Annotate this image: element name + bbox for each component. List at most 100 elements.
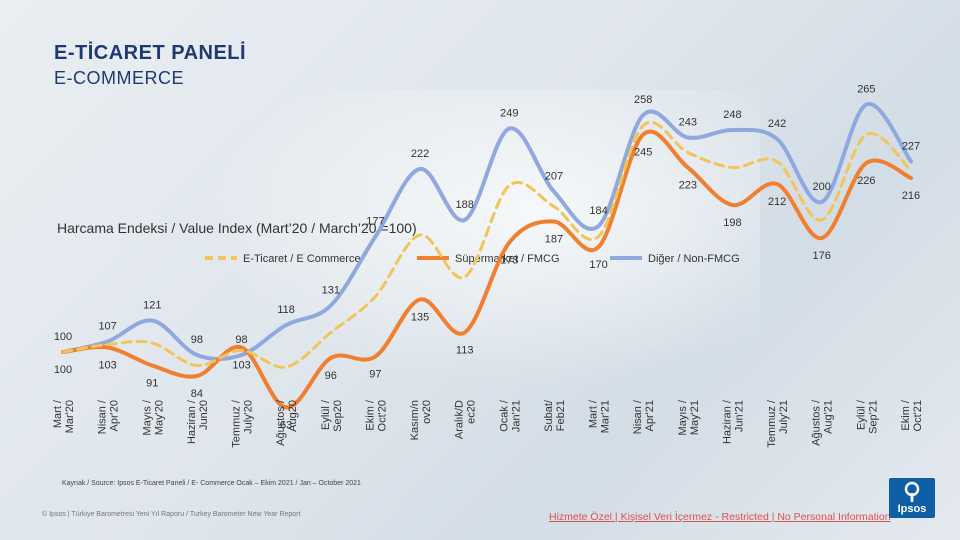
svg-text:Eylül /Sep'21: Eylül /Sep'21 <box>855 399 879 434</box>
svg-text:Kasım/nov20: Kasım/nov20 <box>409 400 433 440</box>
data-label-s2-13: 258 <box>634 94 652 106</box>
x-tick-label-17: Ağustos /Aug'21 <box>811 399 835 446</box>
data-label-s2-14: 243 <box>679 117 697 129</box>
data-label-s1-9: 113 <box>456 345 474 357</box>
data-label-s2-17: 200 <box>813 181 831 193</box>
data-label-s2-3: 98 <box>191 334 203 346</box>
data-label-s1-19: 216 <box>902 190 920 202</box>
svg-text:Ağustos /Aug'21: Ağustos /Aug'21 <box>811 399 835 446</box>
data-label-s2-5: 118 <box>277 304 295 316</box>
data-label-s2-18: 265 <box>857 84 875 96</box>
data-label-s1-5: 63 <box>280 420 292 432</box>
svg-text:Mart /Mar'21: Mart /Mar'21 <box>588 399 612 433</box>
data-label-s1-1: 103 <box>98 360 116 372</box>
x-tick-label-6: Eylül /Sep20 <box>320 399 344 432</box>
data-label-s1-2: 91 <box>146 378 158 390</box>
legend-item-0: E-Ticaret / E Commerce <box>205 253 361 265</box>
data-label-s1-8: 135 <box>411 312 429 324</box>
svg-text:Haziran /Jun20: Haziran /Jun20 <box>186 399 210 444</box>
svg-text:Mayıs /May'21: Mayıs /May'21 <box>677 399 701 435</box>
footer-classification-link[interactable]: Hizmete Özel | Kişisel Veri İçermez - Re… <box>549 511 891 523</box>
data-label-s2-6: 131 <box>322 285 340 297</box>
series-line-0 <box>61 120 913 369</box>
data-label-s1-16: 212 <box>768 196 786 208</box>
data-label-s1-12: 170 <box>589 259 607 271</box>
data-label-s2-0: 100 <box>54 331 72 343</box>
legend-label-2: Diğer / Non-FMCG <box>648 253 740 265</box>
data-label-s2-4: 98 <box>235 334 247 346</box>
data-label-s2-16: 242 <box>768 118 786 130</box>
data-label-s2-7: 177 <box>366 216 384 228</box>
x-tick-label-10: Ocak /Jan'21 <box>498 399 522 432</box>
x-tick-label-8: Kasım/nov20 <box>409 400 433 440</box>
data-label-s1-4: 103 <box>232 360 250 372</box>
legend-item-2: Diğer / Non-FMCG <box>610 253 740 265</box>
svg-text:Ağustos /Aug20: Ağustos /Aug20 <box>275 399 299 446</box>
data-label-s1-6: 96 <box>325 370 337 382</box>
data-label-s1-3: 84 <box>191 388 203 400</box>
page-subtitle: E-COMMERCE <box>54 68 184 88</box>
background-glow <box>200 90 760 390</box>
x-tick-label-19: Ekim /Oct'21 <box>900 399 924 431</box>
x-tick-label-13: Nisan /Apr'21 <box>632 399 656 434</box>
legend-label-1: Süpermarket / FMCG <box>455 253 560 265</box>
x-tick-label-0: Mart /Mar'20 <box>52 399 76 433</box>
x-tick-label-9: Aralık/Dec20 <box>454 400 478 439</box>
x-axis: Mart /Mar'20 Nisan /Apr'20 Mayıs /May'20 Ha… <box>52 399 924 448</box>
data-label-s2-12: 184 <box>589 205 607 217</box>
data-label-s1-18: 226 <box>857 175 875 187</box>
ipsos-logo-text: Ipsos <box>897 503 927 515</box>
svg-text:Ekim /Oct'20: Ekim /Oct'20 <box>364 399 388 431</box>
svg-text:Subat/Feb21: Subat/Feb21 <box>543 399 567 432</box>
data-label-s2-2: 121 <box>143 300 161 312</box>
svg-text:Ocak /Jan'21: Ocak /Jan'21 <box>498 399 522 432</box>
x-tick-label-15: Haziran /Jun'21 <box>721 399 745 444</box>
data-label-s1-13: 245 <box>634 147 652 159</box>
ipsos-logo-mark-icon <box>904 481 920 502</box>
x-tick-label-4: Temmuz /July'20 <box>231 399 255 448</box>
chart-title: Harcama Endeksi / Value Index (Mart’20 /… <box>57 220 417 236</box>
x-tick-label-7: Ekim /Oct'20 <box>364 399 388 431</box>
x-tick-label-12: Mart /Mar'21 <box>588 399 612 433</box>
data-label-s2-15: 248 <box>723 109 741 121</box>
data-label-s2-10: 249 <box>500 108 518 120</box>
data-label-s2-11: 207 <box>545 171 563 183</box>
x-tick-label-14: Mayıs /May'21 <box>677 399 701 435</box>
ipsos-logo: Ipsos <box>889 478 935 518</box>
series-line-2 <box>61 102 913 362</box>
svg-text:Nisan /Apr'20: Nisan /Apr'20 <box>97 399 121 434</box>
chart-lines <box>61 102 913 410</box>
x-tick-label-3: Haziran /Jun20 <box>186 399 210 444</box>
series-line-1 <box>61 129 913 410</box>
data-label-s2-19: 227 <box>902 141 920 153</box>
x-tick-label-16: Temmuz /July'21 <box>766 399 790 448</box>
x-tick-label-11: Subat/Feb21 <box>543 399 567 432</box>
x-tick-label-1: Nisan /Apr'20 <box>97 399 121 434</box>
page-title: E-TİCARET PANELİ <box>54 42 247 64</box>
svg-text:Mayıs /May'20: Mayıs /May'20 <box>141 399 165 435</box>
data-label-s1-7: 97 <box>369 369 381 381</box>
legend-label-0: E-Ticaret / E Commerce <box>243 253 361 265</box>
data-label-s1-14: 223 <box>679 180 697 192</box>
svg-text:Ekim /Oct'21: Ekim /Oct'21 <box>900 399 924 431</box>
x-tick-label-5: Ağustos /Aug20 <box>275 399 299 446</box>
svg-text:Nisan /Apr'21: Nisan /Apr'21 <box>632 399 656 434</box>
svg-text:Haziran /Jun'21: Haziran /Jun'21 <box>721 399 745 444</box>
footer-copyright: © Ipsos | Türkiye Barometresi Yeni Yıl R… <box>42 511 301 518</box>
chart-legend: E-Ticaret / E Commerce Süpermarket / FMCG… <box>205 253 740 265</box>
svg-text:Temmuz /July'21: Temmuz /July'21 <box>766 399 790 448</box>
svg-text:Temmuz /July'20: Temmuz /July'20 <box>231 399 255 448</box>
data-label-s1-11: 187 <box>545 234 563 246</box>
data-label-s2-9: 188 <box>456 199 474 211</box>
x-tick-label-18: Eylül /Sep'21 <box>855 399 879 434</box>
data-label-s1-10: 173 <box>500 255 518 267</box>
data-label-s1-15: 198 <box>723 217 741 229</box>
legend-item-1: Süpermarket / FMCG <box>417 253 560 265</box>
svg-text:Aralık/Dec20: Aralık/Dec20 <box>454 400 478 439</box>
chart-data-labels: 100 107 121 98 98 118 131 177 222 188 249 207 184 258… <box>54 84 920 432</box>
data-label-s2-8: 222 <box>411 148 429 160</box>
data-label-s1-0: 100 <box>54 364 72 376</box>
svg-text:Mart /Mar'20: Mart /Mar'20 <box>52 399 76 433</box>
data-label-s2-1: 107 <box>98 321 116 333</box>
